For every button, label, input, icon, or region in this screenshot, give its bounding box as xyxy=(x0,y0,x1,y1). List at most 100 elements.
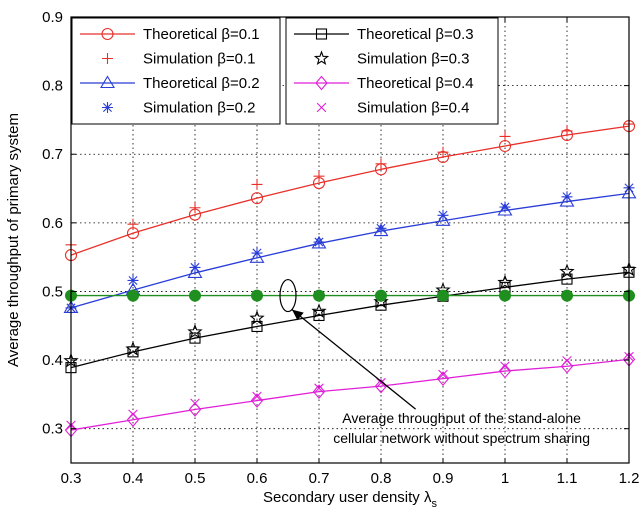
x-axis-label-subscript: s xyxy=(431,498,437,510)
legend-box: Theoretical β=0.1 Simulation β=0.1 Theoret… xyxy=(71,17,281,125)
legend-item: Simulation β=0.4 xyxy=(316,100,469,117)
data-point xyxy=(561,125,573,137)
series-5 xyxy=(63,261,637,368)
legend-item: Theoretical β=0.3 xyxy=(294,26,474,43)
y-tick-label: 0.9 xyxy=(42,9,63,26)
data-point xyxy=(127,346,139,358)
legend-item: Theoretical β=0.2 xyxy=(80,75,260,92)
data-point xyxy=(189,261,201,273)
x-tick-label: 0.7 xyxy=(309,470,330,487)
data-point xyxy=(375,289,387,302)
data-point xyxy=(187,265,203,278)
legend-marker xyxy=(102,53,113,64)
x-tick-label: 0.6 xyxy=(247,470,268,487)
series-1 xyxy=(65,118,635,251)
data-point xyxy=(189,332,201,344)
data-point xyxy=(437,209,449,221)
legend-marker xyxy=(101,27,114,41)
legend-label: Simulation β=0.4 xyxy=(357,100,469,117)
data-point xyxy=(499,289,511,302)
legend-marker xyxy=(313,50,330,66)
data-point xyxy=(313,309,325,322)
x-tick-label: 0.8 xyxy=(371,470,392,487)
annotation-arrowhead xyxy=(292,309,304,321)
data-point xyxy=(314,383,324,393)
data-point xyxy=(435,213,451,226)
data-point xyxy=(249,310,265,325)
tick-labels: 0.3 0.4 0.5 0.6 0.7 0.8 0.9 1 1.1 1.2 0.3 0.4 0.5 0.6… xyxy=(42,9,639,487)
annotation: Average throughput of the stand-alone cel… xyxy=(279,278,590,446)
legend-label: Simulation β=0.3 xyxy=(357,51,469,68)
legend-marker xyxy=(316,102,327,113)
data-point xyxy=(499,130,511,142)
annotation-ellipse xyxy=(279,278,297,313)
data-point xyxy=(437,146,449,158)
series-2 xyxy=(63,185,637,313)
series-line xyxy=(70,271,630,369)
data-point xyxy=(311,303,327,318)
data-point xyxy=(375,222,387,234)
data-point xyxy=(313,236,325,248)
series-line xyxy=(70,125,630,256)
x-tick-label: 0.9 xyxy=(433,470,454,487)
data-point xyxy=(437,289,449,302)
data-point xyxy=(251,247,263,259)
data-point xyxy=(499,201,511,213)
data-point xyxy=(376,377,386,388)
data-point xyxy=(438,369,448,380)
series-line xyxy=(70,358,630,431)
data-point xyxy=(312,384,326,399)
legend-item: Simulation β=0.3 xyxy=(313,50,469,68)
legend-label: Simulation β=0.1 xyxy=(143,51,255,68)
y-axis-label: Average throughput of primary system xyxy=(5,113,22,367)
x-tick-label: 0.4 xyxy=(123,470,144,487)
series-layer xyxy=(63,118,637,438)
data-point xyxy=(250,192,264,205)
plot-frame xyxy=(70,16,630,464)
data-point xyxy=(250,393,264,408)
y-tick-label: 0.4 xyxy=(42,352,63,369)
x-axis-label: Secondary user density λs xyxy=(263,489,437,510)
data-point xyxy=(313,170,325,182)
data-point xyxy=(436,371,450,386)
legend-label: Theoretical β=0.4 xyxy=(357,75,474,92)
legend-label: Theoretical β=0.1 xyxy=(143,26,260,43)
data-point xyxy=(127,218,139,230)
legend-label: Theoretical β=0.3 xyxy=(357,26,474,43)
x-axis-label-main: Secondary user density λ xyxy=(263,489,432,506)
legend-item: Simulation β=0.2 xyxy=(102,100,255,117)
data-point xyxy=(127,274,139,286)
annotation-line-2: cellular network without spectrum sharin… xyxy=(333,430,590,446)
legend-marker xyxy=(315,28,328,40)
legend-item: Simulation β=0.1 xyxy=(102,51,255,68)
data-point xyxy=(561,289,573,302)
x-tick-label: 1 xyxy=(501,470,509,487)
legend-frame xyxy=(285,17,499,125)
x-tick-label: 0.5 xyxy=(185,470,206,487)
data-point xyxy=(187,323,203,339)
data-point xyxy=(500,361,510,372)
legend-box: Theoretical β=0.3 Simulation β=0.3 Theoret… xyxy=(285,17,499,125)
y-tick-label: 0.5 xyxy=(42,283,63,300)
data-point xyxy=(561,191,573,203)
data-point xyxy=(498,363,512,379)
annotation-arrow xyxy=(291,309,417,410)
legend-marker xyxy=(102,102,113,113)
data-point xyxy=(375,158,387,170)
data-point xyxy=(251,178,263,190)
legend-item: Theoretical β=0.1 xyxy=(80,26,260,43)
data-point xyxy=(251,289,263,302)
x-tick-label: 1.1 xyxy=(557,470,578,487)
data-point xyxy=(373,223,389,237)
legend-item: Theoretical β=0.4 xyxy=(294,75,474,92)
data-point xyxy=(252,391,262,402)
y-tick-label: 0.7 xyxy=(42,146,63,163)
data-point xyxy=(125,341,141,356)
legend-marker xyxy=(100,75,115,89)
data-point xyxy=(373,293,389,309)
data-point xyxy=(128,409,138,420)
y-tick-label: 0.6 xyxy=(42,215,63,232)
y-tick-label: 0.3 xyxy=(42,421,63,438)
legend-label: Theoretical β=0.2 xyxy=(143,75,260,92)
